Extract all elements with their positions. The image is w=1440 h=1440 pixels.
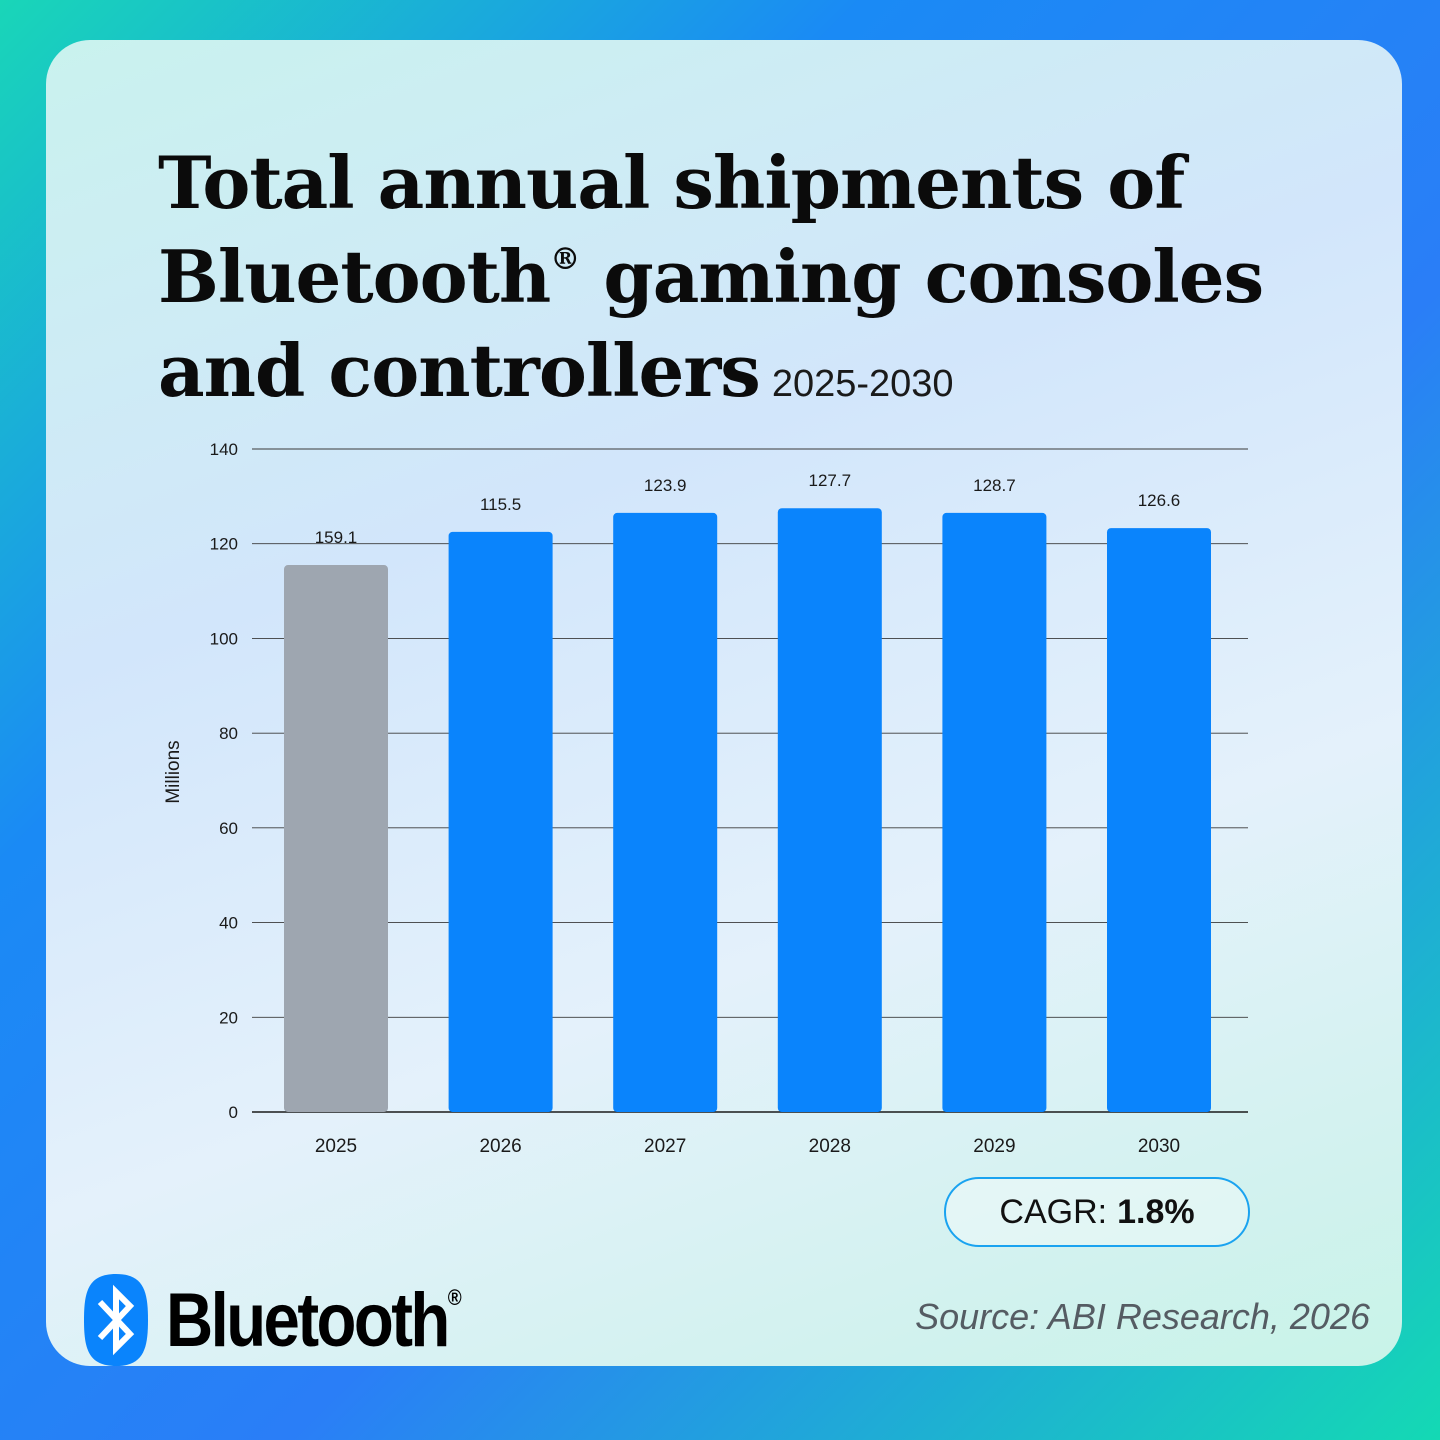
data-label: 123.9 — [644, 476, 687, 495]
title-line-2: Bluetooth® gaming consoles — [158, 230, 1358, 324]
y-tick-label: 100 — [210, 629, 238, 648]
bar — [1107, 528, 1211, 1112]
y-tick-label: 120 — [210, 535, 238, 554]
y-tick-label: 140 — [210, 440, 238, 459]
cagr-badge: CAGR: 1.8% — [944, 1177, 1250, 1247]
cagr-label: CAGR: — [999, 1192, 1108, 1231]
title-line-3-text: and controllers — [158, 328, 761, 413]
title-line-3: and controllers 2025-2030 — [158, 324, 1358, 431]
y-tick-label: 80 — [219, 724, 238, 743]
bluetooth-logo: Bluetooth® — [80, 1272, 507, 1368]
bluetooth-wordmark-text: Bluetooth — [166, 1277, 450, 1363]
wordmark-registered-mark: ® — [447, 1284, 462, 1310]
y-tick-label: 60 — [219, 819, 238, 838]
y-tick-label: 40 — [219, 914, 238, 933]
y-tick-label: 0 — [229, 1103, 238, 1122]
y-tick-label: 20 — [219, 1008, 238, 1027]
bar — [942, 512, 1047, 1112]
bar — [613, 512, 718, 1112]
bluetooth-rune-icon — [84, 1274, 148, 1366]
chart-title: Total annual shipments of Bluetooth® gam… — [158, 136, 1358, 431]
title-registered-mark: ® — [550, 242, 580, 277]
bluetooth-wordmark: Bluetooth® — [166, 1277, 462, 1364]
x-tick-label: 2028 — [809, 1136, 851, 1157]
title-brand: Bluetooth — [158, 234, 551, 319]
source-note: Source: ABI Research, 2026 — [915, 1296, 1370, 1337]
title-year-range: 2025-2030 — [771, 363, 954, 405]
data-label: 127.7 — [809, 471, 852, 490]
bar — [284, 565, 388, 1112]
x-tick-label: 2030 — [1138, 1136, 1180, 1157]
data-label: 159.1 — [315, 528, 358, 547]
x-tick-label: 2027 — [644, 1136, 686, 1157]
y-axis-label: Millions — [163, 740, 184, 803]
data-label: 128.7 — [973, 476, 1016, 495]
bar — [777, 508, 882, 1113]
title-line-2-rest: gaming consoles — [579, 234, 1264, 319]
x-tick-label: 2026 — [479, 1136, 521, 1157]
title-line-1: Total annual shipments of — [158, 140, 1185, 225]
x-tick-label: 2025 — [315, 1136, 357, 1157]
x-tick-label: 2029 — [973, 1136, 1015, 1157]
data-label: 126.6 — [1138, 491, 1181, 510]
bar — [448, 531, 553, 1112]
data-label: 115.5 — [480, 495, 521, 514]
cagr-value: 1.8% — [1117, 1192, 1195, 1231]
